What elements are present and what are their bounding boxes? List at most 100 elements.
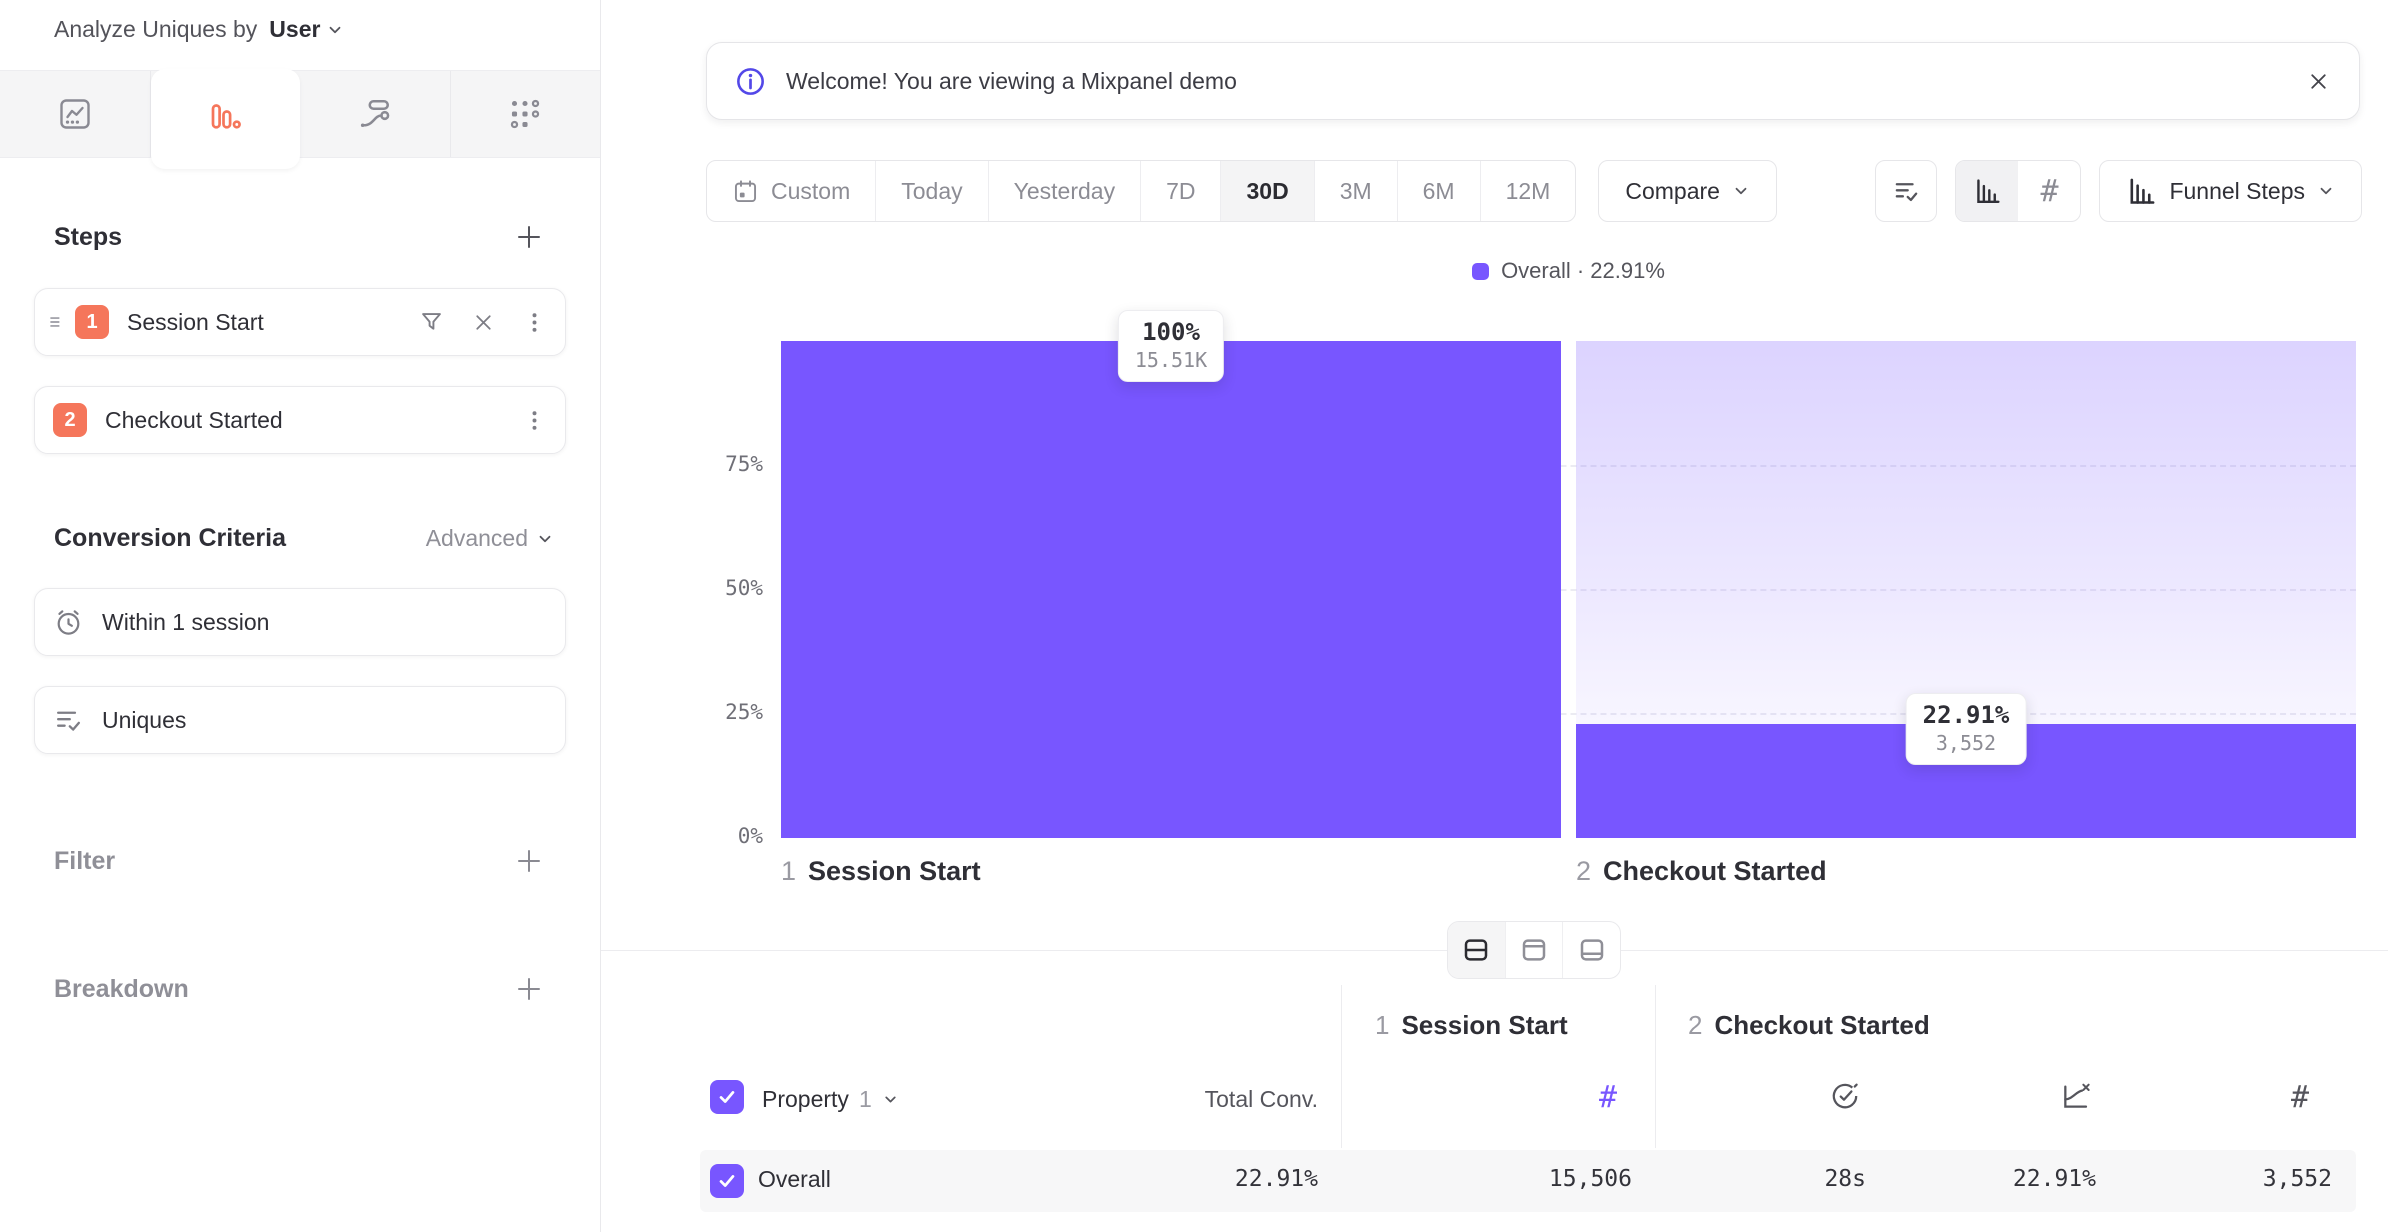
chevron-down-icon <box>2317 182 2335 200</box>
cell-step1-count: 15,506 <box>1548 1166 1632 1192</box>
row-checkbox[interactable] <box>710 1164 744 1198</box>
total-conversion-column-header: Total Conv. <box>1204 1086 1318 1112</box>
chevron-down-icon <box>1732 182 1750 200</box>
bottom-panel-icon <box>1577 935 1607 965</box>
date-range-12m[interactable]: 12M <box>1481 161 1576 221</box>
gridline-25 <box>781 713 2356 715</box>
step-name: Checkout Started <box>1714 1010 1930 1040</box>
tab-funnels[interactable] <box>150 69 300 169</box>
tab-retention[interactable] <box>451 71 601 157</box>
table-column-divider <box>1655 985 1656 1148</box>
segment-funnel-chart[interactable] <box>1956 161 2019 221</box>
hash-icon: # <box>2040 173 2059 209</box>
close-banner-icon[interactable] <box>2306 69 2331 94</box>
advanced-dropdown[interactable]: Advanced <box>426 525 554 552</box>
step-card-1[interactable]: 1 Session Start <box>34 288 566 356</box>
add-filter-button[interactable] <box>514 846 544 876</box>
tooltip-percent: 100% <box>1142 318 1200 346</box>
conversion-criteria-header: Conversion Criteria Advanced <box>54 524 554 553</box>
layout-table-only-button[interactable] <box>1563 922 1620 978</box>
counting-method-value: Uniques <box>102 706 187 733</box>
tooltip-count: 3,552 <box>1935 731 1997 756</box>
date-range-6m[interactable]: 6M <box>1398 161 1481 221</box>
step-event-name[interactable]: Session Start <box>127 308 264 335</box>
cell-conversion-rate: 22.91% <box>2012 1166 2096 1192</box>
step-number: 1 <box>1375 1010 1390 1040</box>
conversion-window-card[interactable]: Within 1 session <box>34 588 566 656</box>
add-breakdown-button[interactable] <box>514 974 544 1004</box>
layout-split-view-button[interactable] <box>1448 922 1506 978</box>
metric-count-icon-selected[interactable]: # <box>1598 1080 1618 1115</box>
step-number: 2 <box>1688 1010 1703 1040</box>
conversion-window-value: Within 1 session <box>102 608 270 635</box>
range-label: Today <box>901 177 963 204</box>
filter-title: Filter <box>54 846 116 875</box>
query-builder-sidebar: Analyze Uniques by User <box>0 0 601 1232</box>
conversion-criteria-title: Conversion Criteria <box>54 524 287 552</box>
chevron-down-icon <box>536 530 554 548</box>
chart-legend: Overall · 22.91% <box>781 258 2356 284</box>
analyze-by-dropdown[interactable]: User <box>269 16 344 43</box>
kebab-menu-icon[interactable] <box>522 408 547 433</box>
layout-toggle-group <box>1447 921 1621 979</box>
bar-tooltip-1: 100% 15.51K <box>1117 310 1225 382</box>
advanced-label: Advanced <box>425 525 528 551</box>
kebab-menu-icon[interactable] <box>522 310 547 335</box>
gridline-75 <box>781 465 2356 467</box>
date-range-yesterday[interactable]: Yesterday <box>989 161 1142 221</box>
step-card-actions <box>522 408 547 433</box>
segment-numbers[interactable]: # <box>2018 161 2080 221</box>
date-range-7d[interactable]: 7D <box>1141 161 1222 221</box>
funnel-bars-icon <box>207 101 243 137</box>
cell-total-conversion: 22.91% <box>1234 1166 1318 1192</box>
step-event-name[interactable]: Checkout Started <box>105 406 283 433</box>
date-range-selector: Custom Today Yesterday 7D 30D 3M 6M 12M <box>706 160 1577 222</box>
compare-button[interactable]: Compare <box>1598 160 1777 222</box>
gridline-50 <box>781 589 2356 591</box>
funnel-bar-session-start[interactable] <box>781 341 1561 838</box>
funnel-chart-icon <box>1973 177 2002 206</box>
date-range-3m[interactable]: 3M <box>1315 161 1398 221</box>
steps-title: Steps <box>54 222 123 251</box>
date-range-custom[interactable]: Custom <box>707 161 877 221</box>
info-icon <box>735 66 766 97</box>
cell-step2-count: 3,552 <box>2262 1166 2332 1192</box>
step-name: Session Start <box>1401 1010 1568 1040</box>
funnel-steps-dropdown[interactable]: Funnel Steps <box>2099 160 2362 222</box>
metric-time-to-convert-icon[interactable] <box>1829 1080 1861 1112</box>
tab-insights[interactable] <box>0 71 151 157</box>
legend-swatch <box>1472 262 1490 280</box>
retention-dots-icon <box>507 96 543 132</box>
cell-time-to-convert: 28s <box>1824 1166 1866 1192</box>
breakdown-title: Breakdown <box>54 974 189 1003</box>
counting-method-card[interactable]: Uniques <box>34 686 566 754</box>
date-range-30d-active[interactable]: 30D <box>1221 161 1315 221</box>
step-card-2[interactable]: 2 Checkout Started <box>34 386 566 454</box>
select-all-checkbox[interactable] <box>710 1080 744 1114</box>
filter-funnel-icon[interactable] <box>418 309 445 336</box>
metric-conversion-over-time-icon[interactable] <box>2060 1080 2092 1112</box>
step-number-badge: 2 <box>53 403 87 437</box>
banner-message: Welcome! You are viewing a Mixpanel demo <box>786 67 1237 94</box>
step-number: 2 <box>1576 856 1592 886</box>
property-index: 1 <box>858 1086 872 1112</box>
property-dropdown[interactable]: Property 1 <box>762 1086 899 1113</box>
y-axis-tick: 75% <box>725 452 763 476</box>
list-check-icon <box>1892 177 1921 206</box>
alarm-clock-icon <box>53 607 84 638</box>
top-panel-icon <box>1519 935 1549 965</box>
value-display-segmented-control: # <box>1955 160 2082 222</box>
counting-method-toggle-button[interactable] <box>1875 160 1938 222</box>
remove-step-icon[interactable] <box>471 310 496 335</box>
drag-handle-icon[interactable] <box>47 313 65 331</box>
table-row-overall[interactable]: Overall 22.91% 15,506 28s 22.91% 3,552 <box>700 1150 2356 1212</box>
step-card-actions <box>418 309 547 336</box>
chart-toolbar: Custom Today Yesterday 7D 30D 3M 6M 12M … <box>706 160 2362 222</box>
metric-count-icon[interactable]: # <box>2290 1080 2310 1115</box>
tab-flows[interactable] <box>300 71 451 157</box>
date-range-today[interactable]: Today <box>876 161 989 221</box>
compare-label: Compare <box>1625 177 1720 204</box>
add-step-button[interactable] <box>514 222 544 252</box>
layout-chart-only-button[interactable] <box>1506 922 1564 978</box>
